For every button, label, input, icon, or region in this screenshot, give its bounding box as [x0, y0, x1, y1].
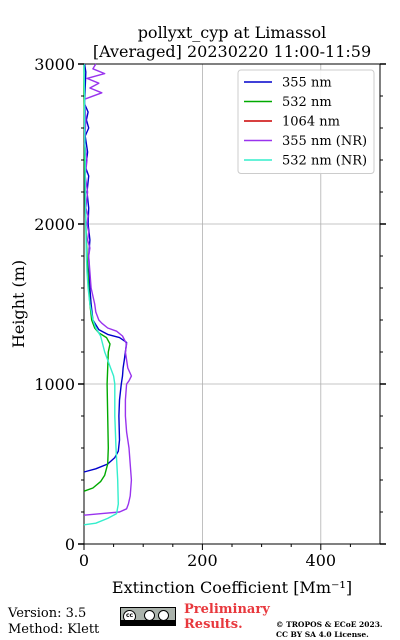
y-tick-label: 1000	[34, 375, 75, 394]
y-tick-label: 3000	[34, 55, 75, 74]
extinction-profile-chart: pollyxt_cyp at Limassol [Averaged] 20230…	[9, 23, 386, 597]
method-label: Method: Klett	[8, 622, 100, 637]
axis-ticks: 0 200 400 0 1000 2000 3000	[34, 55, 386, 570]
series-line	[83, 63, 128, 473]
preliminary-line1: Preliminary	[184, 602, 270, 617]
series-line	[83, 63, 133, 516]
x-tick-label: 400	[306, 551, 337, 570]
legend-label: 532 nm	[282, 95, 332, 110]
legend-label: 355 nm	[282, 76, 332, 91]
cc-license-badge: cc	[120, 607, 176, 626]
legend-label: 1064 nm	[282, 115, 340, 130]
preliminary-line2: Results.	[184, 617, 243, 632]
legend-label: 355 nm (NR)	[282, 134, 367, 149]
cc-badge-strip	[121, 620, 175, 625]
chart-subtitle: [Averaged] 20230220 11:00-11:59	[93, 42, 371, 61]
y-tick-label: 0	[65, 535, 75, 554]
chart-title: pollyxt_cyp at Limassol	[138, 23, 327, 42]
x-tick-label: 200	[187, 551, 218, 570]
legend-box	[237, 69, 375, 174]
copyright-line1: © TROPOS & ECoE 2023.	[276, 620, 383, 629]
copyright-notice: © TROPOS & ECoE 2023. CC BY SA 4.0 Licen…	[276, 620, 383, 640]
version-label: Version: 3.5	[8, 606, 87, 621]
x-axis-label: Extinction Coefficient [Mm⁻¹]	[112, 578, 352, 597]
legend-label: 532 nm (NR)	[282, 154, 367, 169]
y-axis-label: Height (m)	[9, 260, 28, 348]
preliminary-notice: Preliminary Results.	[184, 602, 270, 632]
x-tick-label: 0	[79, 551, 89, 570]
copyright-line2: CC BY SA 4.0 License.	[276, 630, 369, 639]
series-layer	[83, 63, 133, 526]
y-tick-label: 2000	[34, 215, 75, 234]
series-line	[83, 63, 119, 526]
legend: 355 nm 532 nm 1064 nm 355 nm (NR) 532 nm (NR…	[237, 69, 375, 174]
